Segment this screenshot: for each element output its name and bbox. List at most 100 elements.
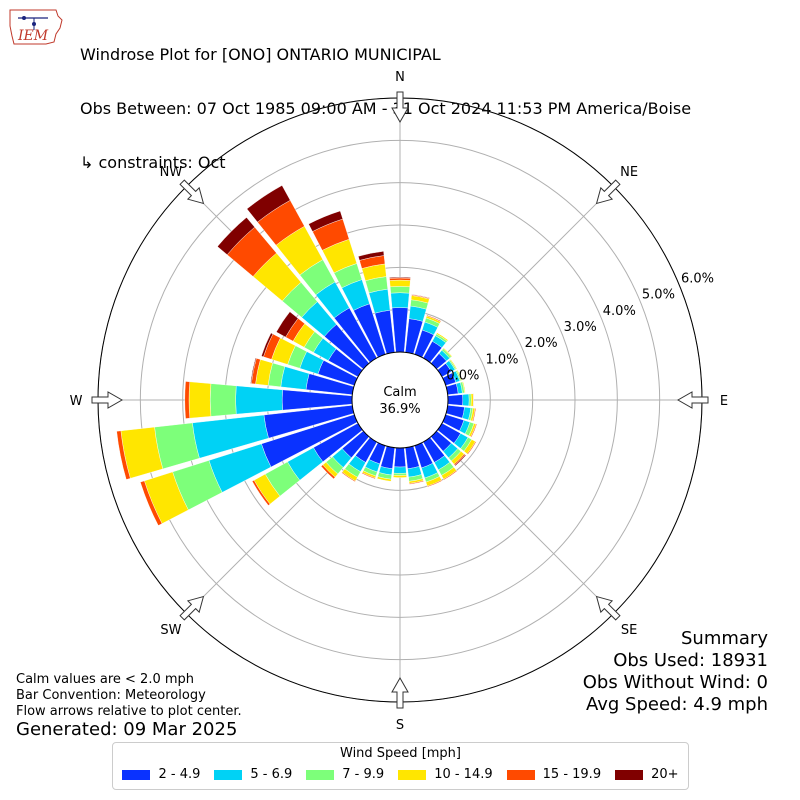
legend-item: 15 - 19.9 [506, 767, 602, 782]
legend-swatch [122, 769, 151, 780]
summary-heading: Summary [681, 628, 768, 649]
legend-item: 7 - 9.9 [306, 767, 384, 782]
flow-arrow-icon [91, 391, 124, 409]
legend-label: 5 - 6.9 [250, 767, 293, 782]
wind-bar-segment [462, 393, 470, 407]
wind-bar-segment [456, 369, 463, 381]
legend-label: 15 - 19.9 [542, 767, 602, 782]
compass-label-e: E [720, 394, 728, 409]
wind-bar-segment [308, 210, 344, 232]
wind-bar-segment [393, 475, 407, 478]
summary-obs-used: Obs Used: 18931 [613, 650, 768, 671]
compass-label-n: N [395, 70, 405, 85]
wind-bar-segment [358, 251, 385, 261]
wind-bar-segment [184, 381, 191, 419]
wind-bar-segment [449, 359, 458, 370]
wind-bar-segment [426, 479, 443, 488]
calm-value: 36.9% [379, 402, 420, 417]
legend-items: 2 - 4.9 5 - 6.9 7 - 9.9 10 - 14.9 15 - 19.9 2… [113, 767, 688, 782]
grid-spoke [433, 433, 614, 614]
flow-arrow-icon [595, 179, 621, 205]
wind-bar-segment [368, 288, 391, 314]
flow-arrow-icon [391, 91, 409, 124]
wind-bar-segment [246, 185, 291, 223]
wind-bar-segment [389, 286, 411, 294]
legend-swatch [214, 769, 243, 780]
radial-tick-label: 4.0% [603, 304, 636, 319]
wind-bar-segment [442, 347, 453, 358]
wind-bar-segment [251, 479, 271, 506]
legend-item: 20+ [615, 767, 679, 782]
wind-bar-segment [466, 441, 477, 455]
radial-tick-label: 6.0% [681, 271, 714, 286]
compass-label-s: S [396, 718, 404, 733]
legend-label: 2 - 4.9 [158, 767, 201, 782]
wind-bar-segment [472, 408, 477, 422]
iem-logo: IEM [6, 8, 64, 50]
logo-text: IEM [17, 28, 49, 44]
grid-spoke [433, 186, 614, 367]
legend-label: 20+ [651, 767, 679, 782]
note-bar-convention: Bar Convention: Meteorology [16, 688, 206, 703]
flow-arrow-icon [595, 595, 621, 621]
wind-bar-segment [393, 466, 407, 474]
wind-bar-segment [470, 423, 478, 438]
wind-bar-segment [390, 292, 410, 309]
wind-bar-segment [393, 447, 407, 468]
wind-bar-segment [462, 381, 466, 394]
radial-tick-label: 0.0% [446, 369, 479, 384]
wind-bar-segment [209, 383, 237, 417]
legend-item: 5 - 6.9 [214, 767, 292, 782]
summary-obs-without-wind: Obs Without Wind: 0 [582, 672, 768, 693]
radial-tick-label: 2.0% [525, 336, 558, 351]
wind-bar-segment [320, 464, 336, 480]
note-flow-arrows: Flow arrows relative to plot center. [16, 704, 242, 719]
legend-item: 2 - 4.9 [122, 767, 200, 782]
chart-subtitle-period: Obs Between: 07 Oct 1985 09:00 AM - 31 O… [80, 99, 692, 118]
legend-label: 7 - 9.9 [342, 767, 385, 782]
wind-bar-segment [389, 279, 411, 288]
radial-tick-label: 5.0% [642, 288, 675, 303]
radial-tick-label: 1.0% [485, 352, 518, 367]
wind-bar-segment [426, 314, 442, 322]
legend-label: 10 - 14.9 [434, 767, 493, 782]
wind-bar-segment [468, 393, 472, 407]
flow-arrow-icon [391, 676, 409, 709]
chart-title: Windrose Plot for [ONO] ONTARIO MUNICIPA… [80, 45, 441, 64]
legend: Wind Speed [mph] 2 - 4.9 5 - 6.9 7 - 9.9 10… [112, 742, 689, 790]
wind-bar-segment [217, 217, 255, 255]
compass-label-sw: SW [160, 623, 181, 638]
wind-bar-segment [376, 476, 392, 482]
summary-avg-speed: Avg Speed: 4.9 mph [586, 694, 768, 715]
calm-circle [351, 351, 449, 449]
wind-bar-segment [261, 332, 274, 358]
wind-bar-segment [436, 332, 449, 342]
wind-bar-segment [188, 381, 212, 419]
wind-bar-segment [472, 393, 475, 407]
legend-title: Wind Speed [mph] [340, 746, 461, 761]
compass-label-nw: NW [160, 165, 183, 180]
generated-date: Generated: 09 Mar 2025 [16, 719, 238, 740]
wind-bar-segment [276, 311, 299, 338]
summary-block: Summary Obs Used: 18931 Obs Without Wind… [583, 628, 768, 716]
wind-bar-segment [391, 307, 409, 353]
wind-bar-segment [341, 471, 356, 483]
legend-swatch [506, 769, 535, 780]
wind-bar-segment [154, 422, 200, 470]
flow-arrow-icon [179, 179, 205, 205]
legend-item: 10 - 14.9 [398, 767, 493, 782]
wind-bar-segment [408, 480, 424, 485]
compass-label-ne: NE [620, 165, 638, 180]
legend-swatch [306, 769, 335, 780]
wind-bar-segment [454, 454, 467, 467]
wind-bar-segment [361, 472, 376, 480]
radial-tick-label: 3.0% [564, 320, 597, 335]
wind-bar-segment [393, 472, 407, 476]
legend-swatch [398, 769, 427, 780]
flow-arrow-icon [676, 391, 709, 409]
notes-block: Calm values are < 2.0 mph Bar Convention… [16, 672, 242, 720]
wind-bar-segment [250, 357, 257, 384]
chart-title-block: Windrose Plot for [ONO] ONTARIO MUNICIPA… [80, 10, 691, 190]
wind-bar-segment [116, 430, 131, 480]
